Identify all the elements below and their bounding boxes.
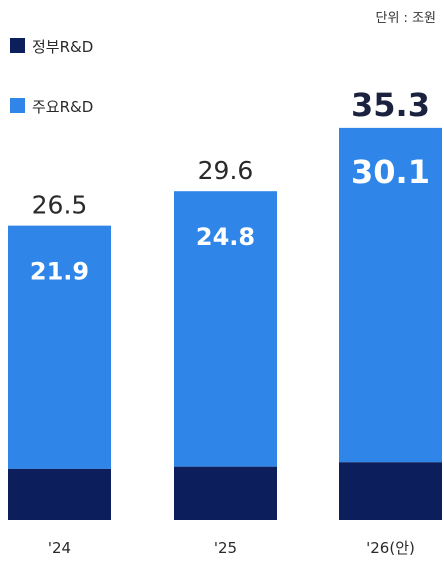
legend-swatch-major-rnd xyxy=(10,98,25,113)
x-tick-label-2: '26(안) xyxy=(366,539,415,557)
bar-major-rnd-2 xyxy=(339,127,442,463)
bar-major-rnd-1 xyxy=(174,191,277,467)
major-rnd-value-label-1: 24.8 xyxy=(196,223,255,251)
labels-layer: 26.5 21.9 '24 29.6 24.8 '25 35.3 30.1 '26(안) xyxy=(30,86,430,557)
total-label-0: 26.5 xyxy=(32,191,88,220)
major-rnd-value-label-0: 21.9 xyxy=(30,258,89,286)
total-label-2: 35.3 xyxy=(351,86,430,124)
bars-layer xyxy=(8,127,442,520)
major-rnd-value-label-2: 30.1 xyxy=(351,153,430,191)
legend-swatch-government-rnd xyxy=(10,38,25,53)
x-tick-label-1: '25 xyxy=(214,539,237,557)
bar-government-rnd-2 xyxy=(339,462,442,520)
unit-label: 단위 : 조원 xyxy=(376,11,437,26)
legend-label-government-rnd: 정부R&D xyxy=(32,38,93,56)
x-tick-label-0: '24 xyxy=(48,539,71,557)
legend-label-major-rnd: 주요R&D xyxy=(32,98,93,116)
bar-government-rnd-1 xyxy=(174,466,277,520)
bar-major-rnd-0 xyxy=(8,225,111,469)
total-label-1: 29.6 xyxy=(198,156,254,185)
bar-government-rnd-0 xyxy=(8,468,111,520)
legend: 정부R&D 주요R&D xyxy=(10,38,93,116)
